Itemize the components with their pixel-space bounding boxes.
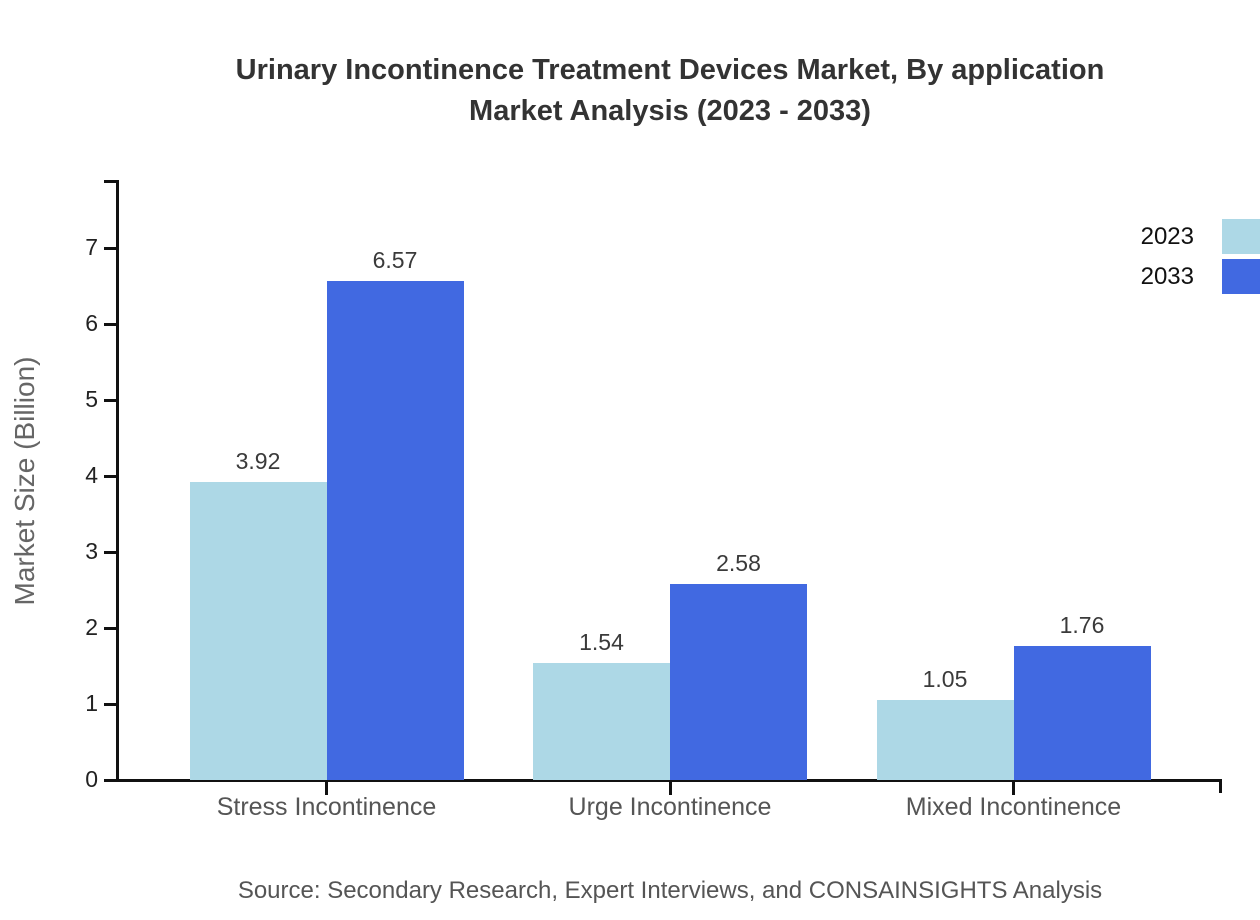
x-category-label: Urge Incontinence — [568, 793, 772, 821]
y-tick — [104, 626, 117, 630]
y-tick — [104, 398, 117, 402]
bar-value-label: 1.05 — [922, 666, 968, 693]
bar-2033-1 — [670, 583, 807, 780]
y-tick-label: 4 — [85, 462, 98, 488]
legend-swatch-icon — [1222, 259, 1260, 294]
bar-2033-0 — [326, 280, 464, 780]
y-axis-line — [116, 180, 119, 782]
legend-label: 2033 — [1140, 262, 1194, 290]
x-category-label: Stress Incontinence — [216, 793, 437, 821]
x-axis-tick — [325, 782, 328, 795]
bar-2023-0 — [189, 482, 327, 780]
legend-row-2033: 2033 — [1141, 259, 1260, 294]
x-axis-tick — [1012, 782, 1015, 795]
y-tick-label: 7 — [85, 234, 98, 260]
bar-2023-2 — [876, 700, 1014, 780]
chart-title-line1: Urinary Incontinence Treatment Devices M… — [235, 54, 1105, 86]
y-tick-label: 1 — [85, 690, 98, 716]
y-axis-title: Market Size (Billion) — [9, 356, 40, 606]
legend-swatch-icon — [1222, 219, 1260, 254]
bar-2023-1 — [533, 662, 670, 780]
x-axis-tick — [668, 782, 672, 795]
y-tick-label: 6 — [85, 310, 98, 336]
legend-row-2023: 2023 — [1141, 219, 1260, 254]
chart-title-line2: Market Analysis (2023 - 2033) — [469, 95, 871, 127]
source-note: Source: Secondary Research, Expert Inter… — [237, 877, 1103, 904]
x-axis-line — [116, 779, 1222, 782]
legend: 2023 2033 — [1141, 219, 1260, 294]
y-tick-label: 5 — [85, 386, 98, 412]
bar-value-label: 2.58 — [716, 549, 761, 576]
y-axis-top-cap — [104, 180, 119, 183]
bar-value-label: 3.92 — [235, 448, 281, 475]
y-tick — [104, 474, 117, 478]
y-tick-label: 0 — [85, 766, 98, 792]
chart-title: Urinary Incontinence Treatment Devices M… — [80, 50, 1260, 132]
y-tick-label: 3 — [85, 538, 98, 564]
y-tick — [104, 322, 117, 326]
bar-value-label: 1.76 — [1059, 612, 1105, 639]
y-tick — [104, 246, 117, 250]
y-tick — [104, 702, 117, 706]
bar-2033-2 — [1013, 646, 1151, 780]
legend-label: 2023 — [1140, 222, 1194, 250]
x-axis-end-cap — [1219, 779, 1222, 793]
x-category-label: Mixed Incontinence — [905, 793, 1122, 821]
bar-value-label: 1.54 — [579, 628, 624, 655]
y-tick-label: 2 — [85, 614, 98, 640]
y-tick — [104, 778, 117, 782]
y-tick — [104, 550, 117, 554]
bar-value-label: 6.57 — [372, 246, 418, 273]
